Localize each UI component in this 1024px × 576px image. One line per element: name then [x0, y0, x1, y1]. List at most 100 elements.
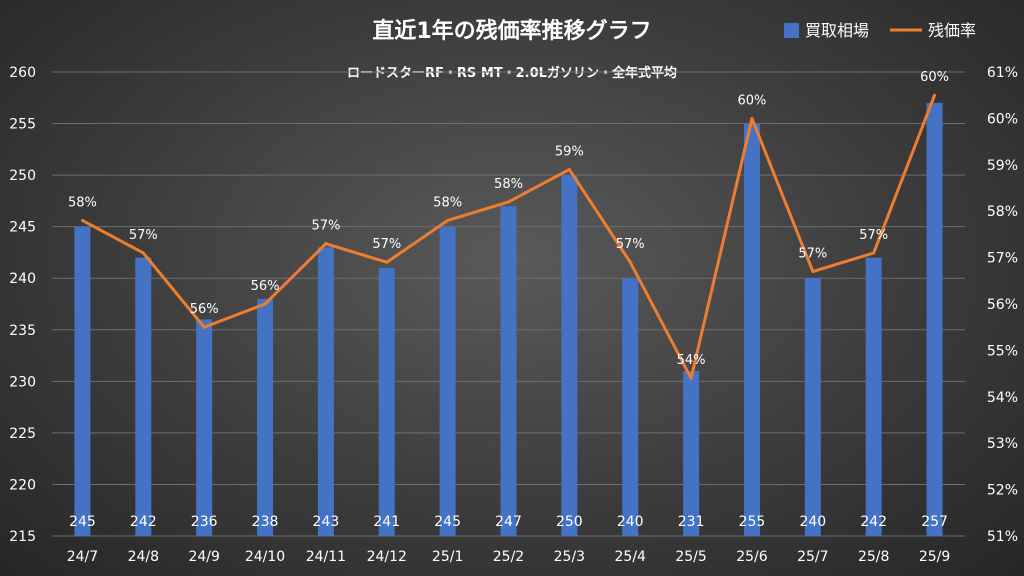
- rate-value-label: 58%: [433, 195, 462, 210]
- rate-point: [933, 93, 937, 97]
- y-left-tick-label: 230: [9, 374, 36, 390]
- rate-value-label: 56%: [251, 279, 280, 294]
- bar-value-label: 243: [313, 514, 340, 530]
- x-tick-label: 25/4: [615, 549, 647, 565]
- rate-value-label: 60%: [738, 93, 767, 108]
- chart-subtitle: ロードスターRF・RS MT・2.0Lガソリン・全年式平均: [347, 65, 677, 81]
- y-right-tick-label: 54%: [987, 390, 1018, 406]
- rate-point: [202, 325, 206, 329]
- bar: [561, 175, 578, 536]
- bar: [317, 247, 334, 537]
- rate-value-label: 58%: [68, 195, 97, 210]
- bar: [865, 257, 882, 536]
- rate-point: [263, 302, 267, 306]
- x-tick-label: 24/8: [128, 549, 159, 565]
- legend-bar-label: 買取相場: [805, 21, 869, 40]
- bar-value-label: 242: [130, 514, 157, 530]
- rate-value-label: 60%: [920, 70, 949, 85]
- y-right-tick-label: 59%: [987, 158, 1018, 174]
- bar-value-label: 241: [373, 514, 400, 530]
- rate-value-label: 57%: [372, 237, 401, 252]
- x-tick-label: 25/9: [919, 549, 950, 565]
- bar-value-label: 257: [921, 514, 948, 530]
- bar-value-label: 240: [799, 514, 826, 530]
- bar: [743, 123, 760, 537]
- rate-value-label: 58%: [494, 177, 523, 192]
- x-tick-label: 24/7: [67, 549, 98, 565]
- rate-value-label: 54%: [677, 353, 706, 368]
- rate-value-label: 57%: [616, 237, 645, 252]
- rate-point: [446, 218, 450, 222]
- rate-point: [324, 242, 328, 246]
- bar-value-label: 250: [556, 514, 583, 530]
- left-axis: 215 220 225 230 235 240 245 250 255 260: [9, 65, 36, 545]
- bar-series: [74, 102, 943, 537]
- bar: [135, 257, 152, 536]
- bar-value-label: 236: [191, 514, 218, 530]
- x-tick-label: 25/8: [858, 549, 889, 565]
- rate-value-label: 57%: [311, 219, 340, 234]
- bar-value-label: 242: [860, 514, 887, 530]
- bar: [683, 371, 700, 536]
- y-left-tick-label: 255: [9, 117, 36, 133]
- legend-bar-swatch: [784, 23, 799, 38]
- bar: [622, 278, 639, 536]
- y-left-tick-label: 225: [9, 426, 36, 442]
- rate-value-label: 56%: [190, 302, 219, 317]
- y-left-tick-label: 235: [9, 323, 36, 339]
- rate-point: [567, 167, 571, 171]
- bar-value-label: 255: [739, 514, 766, 530]
- rate-point: [141, 251, 145, 255]
- rate-value-label: 57%: [798, 247, 827, 262]
- bar: [439, 226, 456, 536]
- chart-title: 直近1年の残価率推移グラフ: [372, 18, 651, 44]
- bar-labels: 245 242 236 238 243 241 245 247 250 240 231 255 240 2…: [69, 514, 948, 530]
- x-tick-label: 25/3: [554, 549, 585, 565]
- rate-point: [80, 218, 84, 222]
- rate-labels: 58% 57% 56% 56% 57% 57% 58% 58% 59% 57% 54% 60% 57% 5…: [68, 70, 949, 368]
- x-tick-label: 25/7: [797, 549, 828, 565]
- y-left-tick-label: 220: [9, 477, 36, 493]
- y-right-tick-label: 61%: [987, 65, 1018, 81]
- bar-value-label: 247: [495, 514, 522, 530]
- x-axis: 24/7 24/8 24/9 24/10 24/11 24/12 25/1 25/2 25/3 2…: [67, 549, 951, 565]
- bar: [500, 206, 517, 537]
- rate-point: [507, 200, 510, 204]
- x-tick-label: 24/12: [367, 549, 407, 565]
- rate-value-label: 59%: [555, 144, 584, 159]
- y-right-tick-label: 52%: [987, 483, 1018, 499]
- y-right-tick-label: 55%: [987, 343, 1018, 359]
- bar-value-label: 245: [69, 514, 96, 530]
- x-tick-label: 25/5: [675, 549, 706, 565]
- bar-value-label: 240: [617, 514, 644, 530]
- legend-line-label: 残価率: [928, 21, 976, 40]
- bar: [257, 298, 274, 536]
- bar-value-label: 231: [678, 514, 705, 530]
- bar: [74, 226, 91, 536]
- bar: [926, 102, 943, 536]
- y-right-tick-label: 58%: [987, 204, 1018, 220]
- y-left-tick-label: 250: [9, 168, 36, 184]
- bar: [196, 319, 213, 536]
- bar: [804, 278, 821, 536]
- bar-value-label: 245: [434, 514, 461, 530]
- y-right-tick-label: 53%: [987, 436, 1018, 452]
- y-left-tick-label: 240: [9, 271, 36, 287]
- rate-point: [385, 260, 389, 264]
- rate-value-label: 57%: [859, 228, 888, 243]
- y-right-tick-label: 56%: [987, 297, 1018, 313]
- line-series: [80, 93, 937, 380]
- bar: [378, 267, 395, 536]
- y-right-tick-label: 60%: [987, 111, 1018, 127]
- y-left-tick-label: 215: [9, 529, 36, 545]
- rate-value-label: 57%: [129, 228, 158, 243]
- x-tick-label: 25/2: [493, 549, 524, 565]
- x-tick-label: 25/6: [736, 549, 768, 565]
- rate-point: [872, 251, 876, 255]
- x-tick-label: 24/9: [188, 549, 219, 565]
- x-tick-label: 24/11: [306, 549, 346, 565]
- y-right-tick-label: 51%: [987, 529, 1018, 545]
- rate-point: [811, 270, 815, 274]
- x-tick-label: 25/1: [432, 549, 463, 565]
